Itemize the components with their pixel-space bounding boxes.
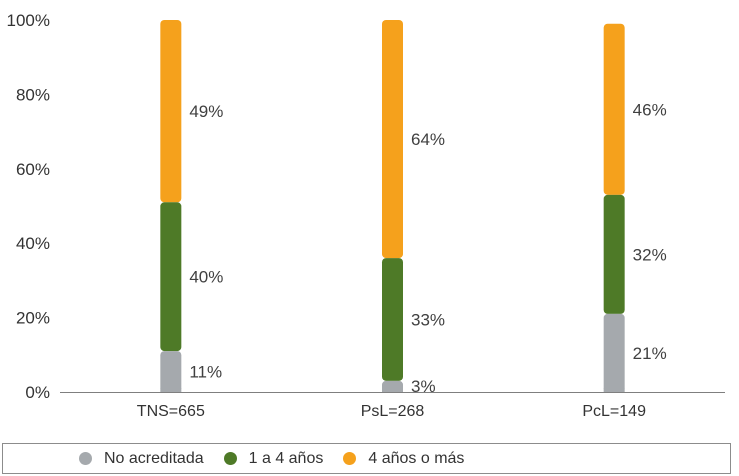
- legend: No acreditada 1 a 4 años 4 años o más: [2, 443, 731, 474]
- bar-segment: [160, 351, 182, 392]
- y-tick-label: 20%: [16, 309, 50, 328]
- legend-swatch-icon: [223, 452, 237, 465]
- legend-item-4-anos-o-mas: 4 años o más: [343, 450, 464, 468]
- data-label: 40%: [189, 268, 223, 287]
- bar-segment: [603, 194, 625, 314]
- legend-swatch-icon: [343, 452, 357, 465]
- y-tick-label: 80%: [16, 85, 50, 104]
- bar-segment: [603, 313, 625, 392]
- bar-segment: [603, 23, 625, 195]
- stacked-bar-chart: 0% 20% 40% 60% 80% 100% 11% 40% 49% 3% 33% 64% 21% 3…: [7, 11, 725, 420]
- data-label: 32%: [633, 245, 667, 264]
- data-label: 49%: [189, 102, 223, 121]
- bar-segment-base: [382, 388, 403, 392]
- legend-item-1-a-4-anos: 1 a 4 años: [223, 449, 324, 468]
- data-label: 64%: [411, 130, 445, 149]
- y-tick-label: 60%: [16, 160, 50, 179]
- x-tick-label: PcL=149: [582, 403, 646, 420]
- y-axis: 0% 20% 40% 60% 80% 100%: [7, 11, 50, 402]
- x-tick-label: TNS=665: [137, 403, 205, 420]
- legend-label: No acreditada: [104, 449, 204, 467]
- x-tick-label: PsL=268: [361, 403, 425, 420]
- data-label: 33%: [411, 310, 445, 329]
- legend-label: 4 años o más: [368, 449, 465, 467]
- y-tick-label: 0%: [25, 383, 50, 402]
- bar-segment: [382, 258, 403, 381]
- bar-segment: [382, 20, 403, 259]
- y-tick-label: 40%: [16, 234, 50, 253]
- x-axis: TNS=665 PsL=268 PcL=149: [137, 403, 646, 420]
- bar-segment-base: [603, 388, 625, 392]
- data-label: 46%: [633, 100, 667, 119]
- legend-item-no-acreditada: No acreditada: [79, 450, 204, 468]
- legend-label: 1 a 4 años: [248, 449, 324, 467]
- data-label: 3%: [411, 377, 436, 396]
- bars: [160, 20, 625, 392]
- data-labels: 11% 40% 49% 3% 33% 64% 21% 32% 46%: [189, 100, 666, 396]
- data-label: 11%: [189, 363, 222, 382]
- y-tick-label: 100%: [7, 11, 50, 30]
- bar-segment: [160, 20, 182, 203]
- data-label: 21%: [633, 344, 667, 363]
- bar-segment-base: [160, 388, 182, 392]
- legend-swatch-icon: [79, 452, 92, 465]
- bar-segment: [160, 202, 182, 352]
